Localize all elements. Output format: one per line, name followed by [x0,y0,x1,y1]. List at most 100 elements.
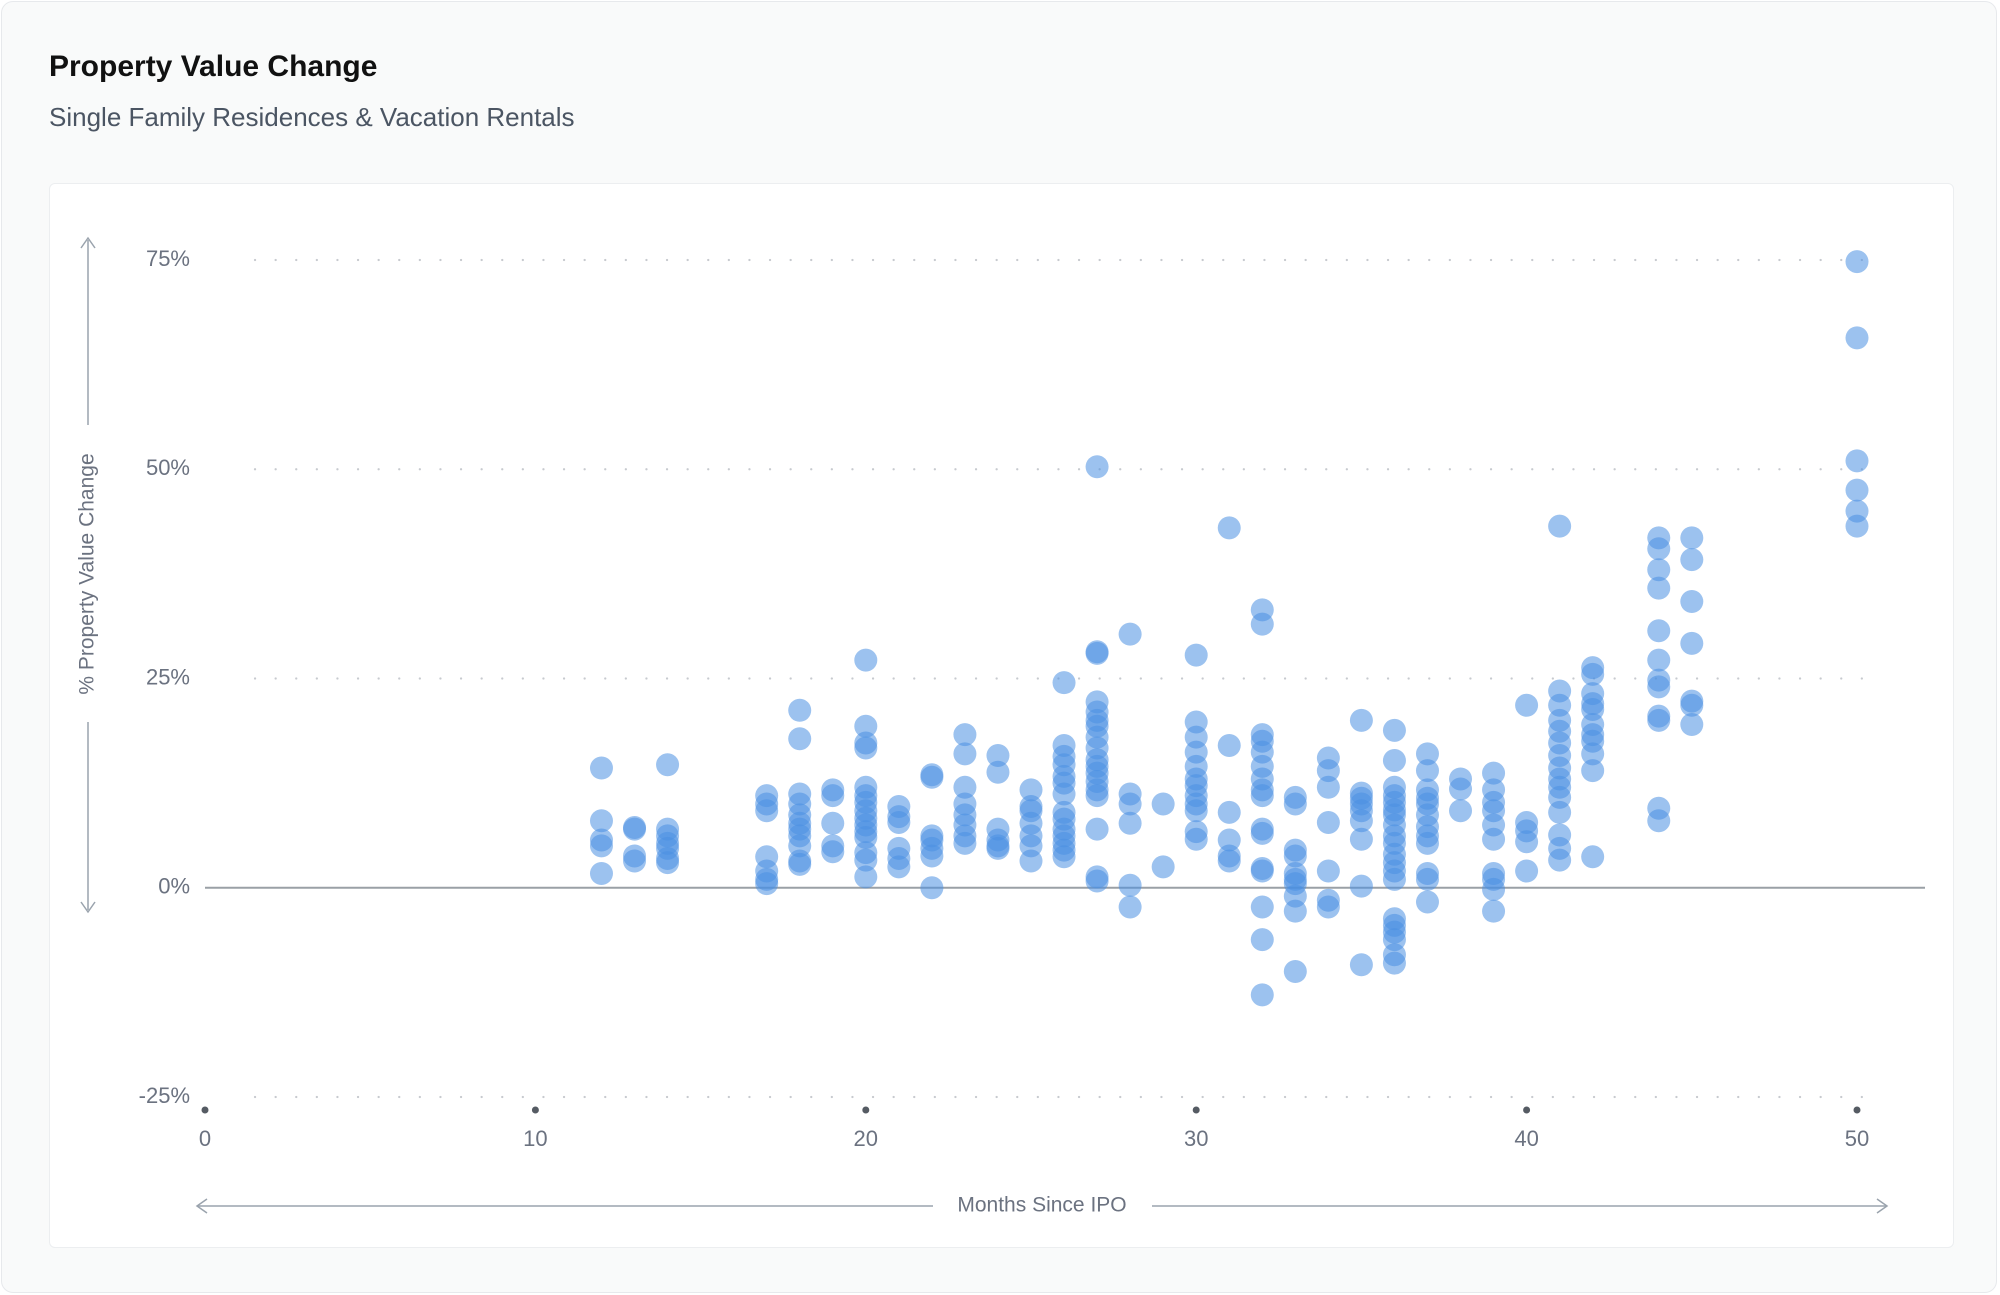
data-point [1118,895,1142,919]
data-point [1250,928,1274,952]
data-point [589,809,613,833]
data-point [821,840,845,864]
y-tick-label: 25% [146,664,190,689]
data-point [1349,809,1373,833]
data-point [1085,869,1109,893]
data-point [1581,759,1605,783]
data-point [986,836,1010,860]
data-points [589,250,1869,1007]
data-point [1415,867,1439,891]
data-point [1085,641,1109,665]
data-point [656,753,680,777]
data-point [1845,514,1869,538]
x-tick-label: 0 [199,1126,211,1151]
data-point [1316,810,1340,834]
data-point [1283,792,1307,816]
x-axis-arrow [195,1198,1889,1214]
data-point [1581,845,1605,869]
data-point [1217,733,1241,757]
data-point [1052,782,1076,806]
data-point [953,775,977,799]
data-point [1515,693,1539,717]
y-axis-title: % Property Value Change [76,453,99,694]
data-point [1283,844,1307,868]
data-point [1085,784,1109,808]
data-point [1349,953,1373,977]
data-point [1151,855,1175,879]
data-point [1217,800,1241,824]
data-point [854,648,878,672]
data-point [1019,778,1043,802]
data-point [1085,455,1109,479]
data-point [854,714,878,738]
x-tick-label: 30 [1184,1126,1208,1151]
data-point [854,848,878,872]
data-point [1250,983,1274,1007]
data-point [1349,874,1373,898]
data-point [1647,675,1671,699]
data-point [1647,809,1671,833]
data-point [1118,792,1142,816]
x-tick-mark [1192,1106,1200,1114]
data-point [953,723,977,747]
data-point [755,799,779,823]
data-point [589,756,613,780]
data-point [1250,895,1274,919]
data-point [1415,742,1439,766]
data-point [1449,777,1473,801]
data-point [1647,708,1671,732]
data-point [589,834,613,858]
data-point [1052,671,1076,695]
data-point [1118,622,1142,646]
y-tick-label: 75% [146,246,190,271]
data-point [1581,742,1605,766]
data-point [1680,526,1704,550]
data-point [1283,959,1307,983]
data-point [953,742,977,766]
x-tick-mark [1523,1106,1531,1114]
data-point [1250,859,1274,883]
data-point [1349,827,1373,851]
data-point [1415,759,1439,783]
data-point [1647,537,1671,561]
data-point [788,852,812,876]
data-point [1217,828,1241,852]
data-point [1548,514,1572,538]
data-point [1382,718,1406,742]
data-point [986,744,1010,768]
data-point [887,855,911,879]
data-point [1680,589,1704,613]
data-point [986,760,1010,784]
data-point [1845,449,1869,473]
data-point [1250,821,1274,845]
y-tick-label: -25% [139,1083,190,1108]
data-point [1449,799,1473,823]
data-point [1482,899,1506,923]
data-point [788,727,812,751]
data-point [1349,708,1373,732]
data-point [1647,558,1671,582]
data-point [1548,800,1572,824]
data-point [1680,548,1704,572]
data-point [1482,827,1506,851]
x-tick-mark [862,1106,870,1114]
data-point [1316,895,1340,919]
x-tick-mark [201,1106,209,1114]
data-point [623,849,647,873]
data-point [1845,326,1869,350]
data-point [1581,662,1605,686]
data-point [1680,693,1704,717]
data-point [920,765,944,789]
data-point [1151,792,1175,816]
y-axis-arrow [80,236,96,914]
data-point [1217,849,1241,873]
data-point [1184,643,1208,667]
data-point [1316,759,1340,783]
data-point [1680,713,1704,737]
data-point [1845,250,1869,274]
y-tick-label: 50% [146,455,190,480]
data-point [1316,775,1340,799]
data-point [1118,873,1142,897]
chart-title: Property Value Change [49,50,378,83]
